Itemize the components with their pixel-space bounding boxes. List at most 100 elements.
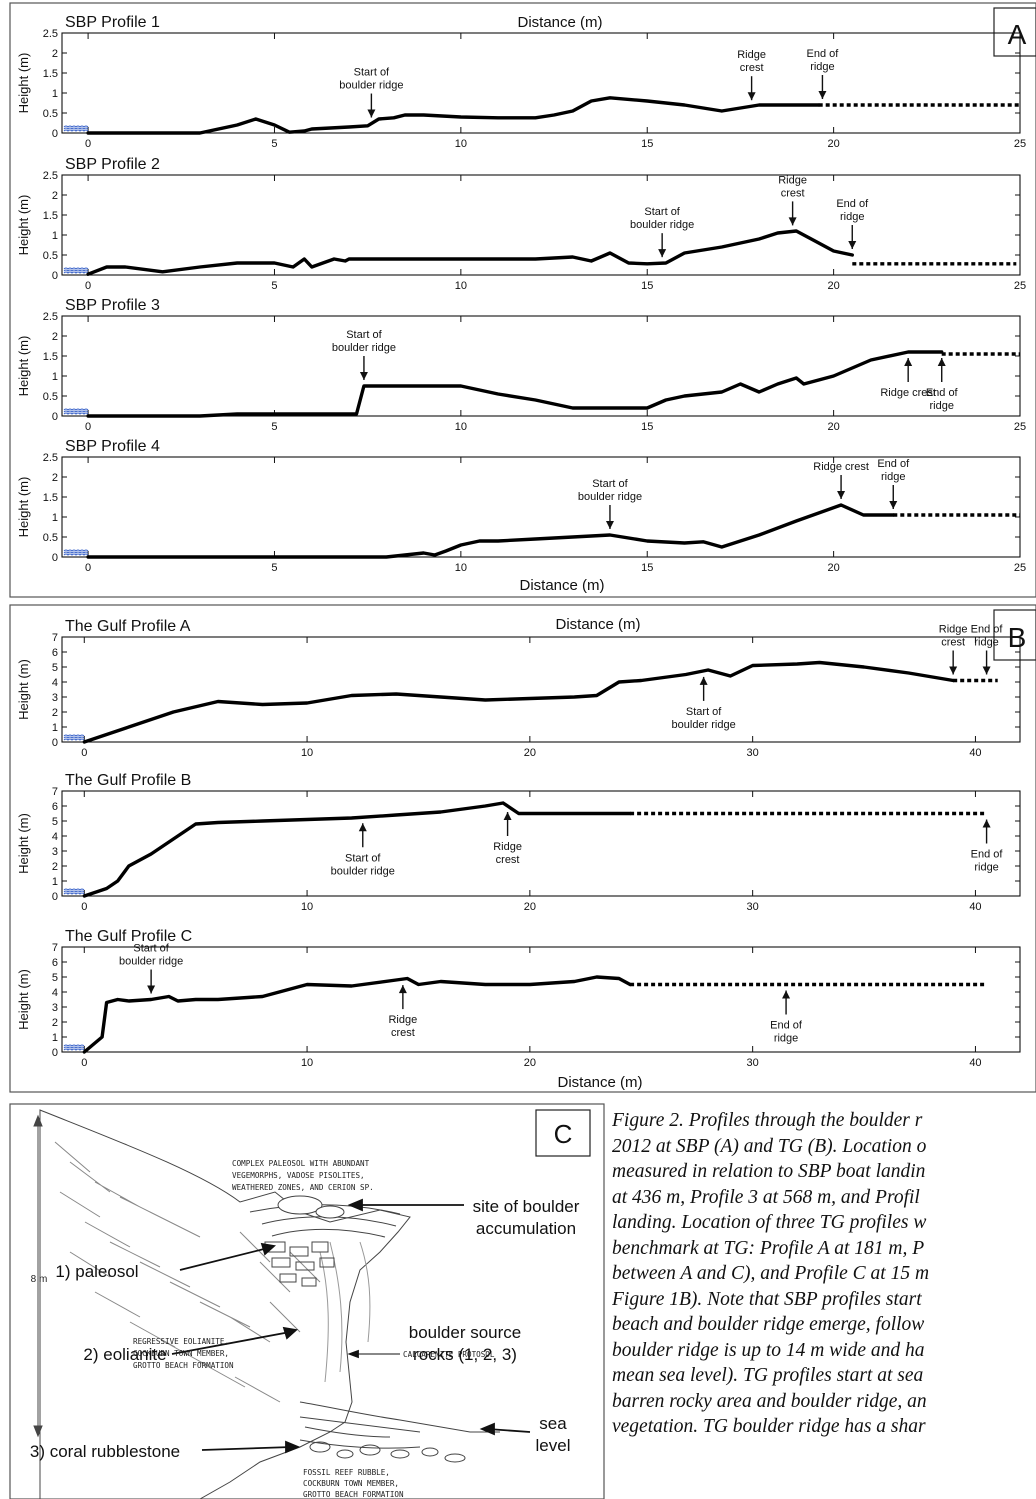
y-tick-label: 5 — [52, 662, 58, 674]
y-axis-label: Height (m) — [16, 969, 31, 1030]
annotation: Start of boulder ridge — [332, 329, 396, 380]
y-tick-label: 0.5 — [43, 532, 58, 544]
annotation-label: Ridge crest — [778, 174, 807, 199]
y-tick-label: 2 — [52, 861, 58, 873]
x-tick-label: 10 — [455, 562, 467, 574]
caption-line: 2012 at SBP (A) and TG (B). Location o — [612, 1135, 927, 1157]
paleosol-description: COMPLEX PALEOSOL WITH ABUNDANT VEGEMORPHS… — [232, 1159, 374, 1192]
caption-line: vegetation. TG boulder ridge has a shar — [612, 1416, 926, 1437]
x-tick-label: 5 — [271, 562, 277, 574]
arrow-head — [358, 823, 367, 832]
x-tick-label: 30 — [747, 747, 759, 759]
y-axis-label: Height (m) — [16, 195, 31, 256]
water-marker — [63, 125, 89, 128]
x-tick-label: 15 — [641, 138, 653, 150]
y-tick-label: 1 — [52, 876, 58, 888]
annotation-label: End of ridge — [770, 1020, 803, 1045]
plot-frame — [61, 32, 1021, 134]
y-tick-label: 0 — [52, 737, 58, 749]
annotation: Start of boulder ridge — [672, 676, 736, 731]
annotation-label: End of ridge — [877, 458, 910, 483]
y-tick-label: 3 — [52, 846, 58, 858]
arrow-head — [937, 358, 946, 366]
y-tick-label: 1 — [52, 371, 58, 383]
profile-title: SBP Profile 4 — [65, 438, 160, 455]
panel-b: B Distance (m) Distance (m) The Gulf Pro… — [9, 604, 1036, 1093]
y-tick-label: 1 — [52, 722, 58, 734]
profile-line — [82, 801, 632, 898]
y-tick-label: 7 — [52, 786, 58, 798]
scale-label: 8 m — [31, 1274, 48, 1285]
profile-line — [82, 975, 632, 1054]
y-tick-label: 0.5 — [43, 391, 58, 403]
caption-line: beach and boulder ridge emerge, follow — [612, 1314, 925, 1335]
y-tick-label: 2.5 — [43, 452, 58, 464]
annotation: Start of boulder ridge — [331, 823, 395, 877]
water-marker — [63, 412, 89, 415]
profile-title: SBP Profile 2 — [65, 156, 160, 173]
x-tick-label: 10 — [301, 747, 313, 759]
protosol-label: CALCARENITE PROTOSOL — [403, 1350, 495, 1359]
x-tick-label: 20 — [827, 138, 839, 150]
arrow-head — [982, 666, 991, 675]
annotation-label: End of ridge — [836, 198, 869, 223]
y-tick-label: 1 — [52, 512, 58, 524]
panel-a-bottom-xlabel: Distance (m) — [519, 577, 604, 594]
x-tick-label: 10 — [455, 280, 467, 292]
arrow-head — [605, 521, 614, 529]
y-tick-label: 4 — [52, 831, 58, 843]
water-marker — [63, 890, 85, 893]
annotation: Ridge crest — [737, 49, 766, 101]
profile-line — [86, 503, 895, 559]
profile-line — [86, 229, 854, 276]
panel-b-bottom-xlabel: Distance (m) — [557, 1074, 642, 1091]
plot-frame — [61, 790, 1021, 897]
arrow-head — [837, 491, 846, 499]
annotation-label: End of ridge — [807, 48, 840, 73]
caption-line: between A and C), and Profile C at 15 m — [612, 1263, 930, 1284]
annotation: Ridge crest — [939, 624, 968, 675]
x-tick-label: 0 — [85, 138, 91, 150]
water-marker — [63, 269, 89, 272]
annotation: Start of boulder ridge — [339, 67, 404, 118]
caption-line: landing. Location of three TG profiles w — [612, 1212, 927, 1233]
x-tick-label: 25 — [1014, 562, 1026, 574]
x-tick-label: 25 — [1014, 138, 1026, 150]
annotation-label: Start of boulder ridge — [630, 206, 694, 231]
plot-frame — [61, 946, 1021, 1053]
y-tick-label: 0 — [52, 1047, 58, 1059]
annotation-label: Start of boulder ridge — [331, 852, 395, 877]
x-tick-label: 5 — [271, 138, 277, 150]
y-tick-label: 1 — [52, 88, 58, 100]
y-tick-label: 5 — [52, 972, 58, 984]
caption-line: measured in relation to SBP boat landin — [612, 1161, 926, 1182]
water-marker — [63, 892, 85, 895]
eolianite-description: REGRESSIVE EOLIANITE, COCKBURN TOWN MEMBE… — [133, 1337, 234, 1370]
y-tick-label: 3 — [52, 692, 58, 704]
arrow-head — [949, 666, 958, 675]
annotation: Ridge crest — [778, 174, 807, 226]
annotation-label: Ridge crest — [737, 49, 766, 74]
annotation: Start of boulder ridge — [630, 206, 694, 258]
arrow-head — [699, 676, 708, 685]
y-tick-label: 1 — [52, 230, 58, 242]
x-tick-label: 0 — [81, 901, 87, 913]
caption-line: boulder ridge is up to 14 m wide and ha — [612, 1339, 925, 1361]
y-axis-label: Height (m) — [16, 659, 31, 720]
profile-chart: The Gulf Profile A Height (m) 0 1 2 3 4 5 6 7 0 10 2… — [16, 618, 1021, 759]
y-tick-label: 2 — [52, 472, 58, 484]
arrow-head — [359, 372, 368, 380]
profile-chart: SBP Profile 2 Height (m) 0 0.5 1 1.5 2 2.5 0 5 10 1… — [16, 156, 1026, 292]
profile-chart: SBP Profile 3 Height (m) 0 0.5 1 1.5 2 2.5 0 5 10 1… — [16, 297, 1026, 433]
site-label: site of boulder accumulation — [473, 1197, 580, 1238]
y-axis-label: Height (m) — [16, 336, 31, 397]
y-tick-label: 1.5 — [43, 210, 58, 222]
caption-line: mean sea level). TG profiles start at se… — [612, 1365, 924, 1386]
paleosol-label: 1) paleosol — [55, 1262, 138, 1281]
rubblestone-label: 3) coral rubblestone — [30, 1442, 180, 1461]
arrow-head — [147, 985, 156, 994]
water-marker — [63, 734, 85, 737]
annotation: End of ridge — [770, 990, 803, 1045]
source-label: boulder source rocks (1, 2, 3) — [409, 1323, 521, 1364]
figure-caption: Figure 2. Profiles through the boulder r… — [612, 1108, 1036, 1499]
